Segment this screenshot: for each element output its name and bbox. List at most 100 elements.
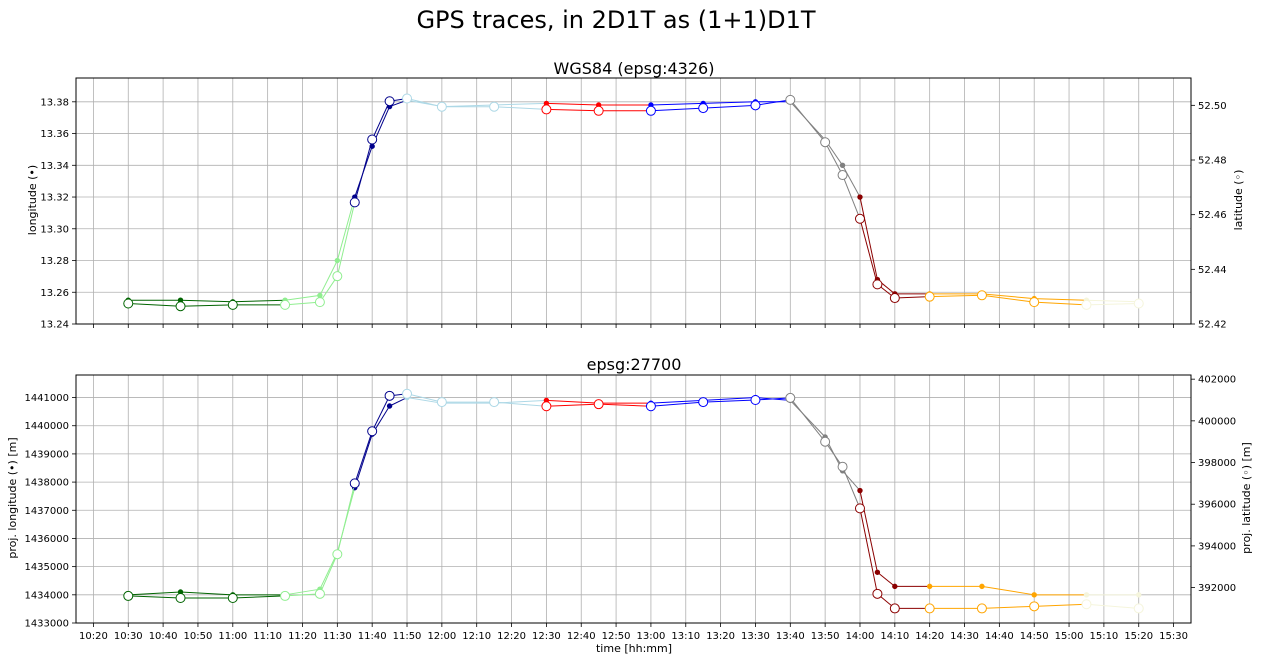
series-latitude-line — [128, 303, 181, 307]
latitude-point — [1029, 601, 1040, 612]
series-longitude-line — [981, 293, 1035, 300]
y-tick-label: 1434000 — [24, 590, 69, 601]
series-latitude-line — [371, 101, 391, 140]
y-tick-label: 13.28 — [40, 256, 69, 267]
latitude-point — [854, 503, 865, 514]
series-longitude-line — [1086, 299, 1139, 303]
latitude-point — [1029, 297, 1040, 308]
x-tick-label: 14:10 — [880, 631, 909, 642]
x-tick-label: 11:40 — [358, 631, 387, 642]
x-tick-label: 14:40 — [985, 631, 1014, 642]
series-latitude-line — [703, 104, 756, 109]
series-longitude-line — [789, 400, 826, 438]
latitude-point — [314, 588, 325, 599]
epsg27700-y2label: proj. latitude (◦) [m] — [1240, 442, 1253, 554]
latitude-point — [541, 104, 552, 115]
series-latitude-line — [128, 595, 181, 599]
y-tick-label: 13.34 — [40, 161, 69, 172]
latitude-point — [750, 100, 761, 111]
latitude-point — [698, 103, 709, 114]
latitude-point — [837, 461, 848, 472]
x-tick-label: 12:50 — [602, 631, 631, 642]
series-longitude-line — [354, 434, 373, 488]
latitude-point — [367, 134, 378, 145]
latitude-point — [924, 603, 935, 614]
latitude-point — [314, 297, 325, 308]
x-tick-label: 15:30 — [1159, 631, 1188, 642]
y-tick-label: 1441000 — [24, 393, 69, 404]
series-latitude-line — [406, 98, 442, 108]
series-longitude-line — [284, 294, 320, 301]
latitude-point — [402, 93, 413, 104]
series-latitude-line — [354, 431, 373, 484]
latitude-point — [1081, 299, 1092, 310]
x-tick-label: 13:20 — [706, 631, 735, 642]
latitude-point — [123, 590, 134, 601]
x-tick-label: 13:30 — [741, 631, 770, 642]
latitude-point — [349, 197, 360, 208]
series-latitude-line — [319, 275, 338, 303]
series-longitude-line — [859, 196, 878, 280]
longitude-point — [979, 583, 985, 590]
latitude-point — [384, 96, 395, 107]
latitude-point — [402, 388, 413, 399]
y-tick-label: 1436000 — [24, 534, 69, 545]
x-tick-label: 13:00 — [637, 631, 666, 642]
series-latitude-line — [354, 139, 373, 203]
latitude-point — [976, 603, 987, 614]
latitude-point — [436, 101, 447, 112]
series-latitude-line — [285, 593, 320, 597]
x-tick-label: 14:30 — [950, 631, 979, 642]
y2-tick-label: 52.44 — [1198, 265, 1227, 276]
x-tick-label: 13:40 — [776, 631, 805, 642]
x-tick-label: 12:10 — [462, 631, 491, 642]
series-longitude-line — [546, 102, 599, 106]
series-latitude-line — [336, 483, 356, 555]
series-longitude-line — [319, 552, 338, 590]
figure-title: GPS traces, in 2D1T as (1+1)D1T — [416, 6, 815, 34]
series-latitude-line — [1034, 301, 1087, 306]
epsg27700-ylabel: proj. longitude (•) [m] — [6, 437, 19, 558]
series-latitude-line — [494, 401, 547, 407]
latitude-point — [489, 397, 500, 408]
latitude-point — [785, 392, 796, 403]
y-tick-label: 1437000 — [24, 506, 69, 517]
wgs84-y2label: latitude (◦) — [1232, 170, 1245, 231]
series-latitude-line — [1086, 303, 1139, 306]
longitude-point — [839, 162, 846, 168]
latitude-point — [227, 592, 238, 603]
series-latitude-line — [824, 441, 843, 467]
latitude-point — [280, 590, 291, 601]
series-latitude-line — [598, 403, 651, 407]
latitude-point — [175, 301, 186, 312]
series-latitude-line — [894, 296, 930, 299]
epsg27700-panel: epsg:27700 proj. longitude (•) [m] proj.… — [6, 355, 1253, 642]
y2-tick-label: 392000 — [1198, 583, 1236, 594]
x-tick-label: 15:20 — [1124, 631, 1153, 642]
series-longitude-line — [546, 399, 599, 404]
y-tick-label: 1438000 — [24, 478, 69, 489]
latitude-point — [367, 426, 378, 437]
latitude-point — [889, 293, 900, 304]
series-latitude-line — [180, 304, 233, 307]
series-longitude-line — [284, 588, 320, 596]
latitude-point — [872, 588, 883, 599]
series-latitude-line — [336, 202, 356, 277]
longitude-point — [1083, 592, 1090, 598]
series-latitude-line — [981, 605, 1035, 609]
series-longitude-line — [650, 102, 704, 106]
wgs84-ylabel: longitude (•) — [26, 165, 39, 235]
x-tick-label: 10:40 — [149, 631, 178, 642]
series-longitude-line — [406, 397, 442, 404]
y2-tick-label: 396000 — [1198, 500, 1236, 511]
y-tick-label: 13.30 — [40, 224, 69, 235]
latitude-point — [541, 401, 552, 412]
latitude-point — [593, 105, 604, 116]
series-latitude-line — [824, 141, 844, 176]
x-tick-label: 15:10 — [1089, 631, 1118, 642]
series-longitude-line — [859, 490, 878, 573]
xlabel: time [hh:mm] — [596, 642, 672, 655]
series-longitude-line — [319, 260, 338, 296]
latitude-point — [785, 94, 796, 105]
latitude-point — [872, 279, 883, 290]
